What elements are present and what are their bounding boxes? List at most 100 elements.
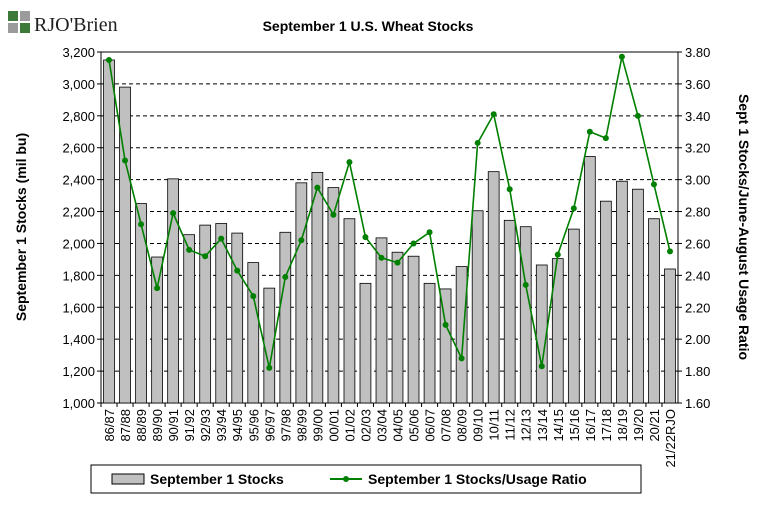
ratio-point (170, 210, 177, 217)
ratio-point (602, 135, 609, 142)
ratio-point (618, 53, 625, 60)
ratio-point (586, 128, 593, 135)
ratio-point (266, 364, 273, 371)
bar (295, 182, 308, 404)
logo-mark-square-2 (20, 11, 30, 21)
y-right-tick-label: 2.00 (685, 332, 710, 347)
x-tick-label: 03/04 (374, 409, 389, 442)
bar (407, 255, 420, 404)
ratio-point (362, 234, 369, 241)
x-tick-label: 21/22RJO (663, 409, 678, 468)
x-tick-label: 18/19 (615, 409, 630, 442)
x-tick-label: 07/08 (439, 409, 454, 442)
ratio-point (394, 259, 401, 266)
x-tick-label: 89/90 (150, 409, 165, 442)
y-right-tick-label: 2.40 (685, 268, 710, 283)
bar (327, 187, 340, 404)
logo-mark-square-4 (20, 23, 30, 33)
y-left-tick-label: 3,200 (62, 45, 95, 60)
logo-text: RJO'Brien (34, 14, 118, 36)
x-tick-label: 19/20 (631, 409, 646, 442)
bar (279, 231, 292, 404)
line-series (106, 53, 673, 371)
ratio-point (666, 248, 673, 255)
logo-mark-square-3 (8, 23, 18, 33)
brand-logo: RJO'Brien (8, 11, 118, 36)
x-tick-label: 05/06 (407, 409, 422, 442)
bar (391, 251, 404, 404)
y-right-tick-label: 1.80 (685, 364, 710, 379)
y-right-tick-label: 3.00 (685, 173, 710, 188)
legend-label-stocks: September 1 Stocks (150, 471, 284, 487)
ratio-point (298, 237, 305, 244)
y-right-tick-label: 3.80 (685, 45, 710, 60)
bar (135, 203, 147, 404)
bar (167, 178, 179, 404)
bar (535, 264, 548, 404)
ratio-point (330, 211, 337, 218)
bar (600, 200, 612, 404)
x-tick-label: 96/97 (262, 409, 277, 442)
legend-swatch-bar (111, 473, 145, 485)
bar (583, 156, 596, 404)
ratio-point (234, 267, 241, 274)
y-axis-left: 1,000 1,200 1,400 1,600 1,800 2,000 2,200 2,400… (62, 45, 101, 411)
ratio-point (346, 159, 353, 166)
ratio-point (314, 184, 321, 191)
x-tick-label: 90/91 (166, 409, 181, 442)
x-tick-label: 97/98 (278, 409, 293, 442)
ratio-point (570, 205, 577, 212)
legend: September 1 Stocks September 1 Stocks/Us… (90, 464, 642, 494)
x-tick-label: 09/10 (471, 409, 486, 442)
ratio-point (474, 139, 481, 146)
y-left-tick-label: 1,000 (62, 396, 95, 411)
y-left-tick-label: 1,800 (62, 268, 95, 283)
bar (103, 59, 115, 404)
x-tick-label: 92/93 (198, 409, 213, 442)
ratio-point (506, 186, 513, 193)
y-left-tick-label: 2,400 (62, 173, 95, 188)
bar (471, 210, 484, 404)
ratio-point (538, 363, 545, 370)
ratio-point (122, 157, 129, 164)
x-tick-label: 12/13 (519, 409, 534, 442)
x-tick-label: 95/96 (246, 409, 261, 442)
chart-title: September 1 U.S. Wheat Stocks (263, 18, 474, 34)
x-tick-label: 20/21 (647, 409, 662, 442)
y-left-tick-label: 2,800 (62, 109, 95, 124)
bar (247, 262, 260, 404)
bar (664, 268, 676, 404)
x-tick-label: 10/11 (487, 409, 502, 441)
ratio-point (106, 56, 113, 63)
bar (423, 282, 436, 404)
y-left-tick-label: 1,200 (62, 364, 95, 379)
x-tick-label: 08/09 (455, 409, 470, 442)
x-tick-label: 00/01 (326, 409, 341, 442)
y-right-tick-label: 2.80 (685, 205, 710, 220)
x-tick-label: 02/03 (358, 409, 373, 442)
y-right-tick-label: 3.60 (685, 77, 710, 92)
bar (199, 224, 212, 404)
logo-mark-square-1 (8, 11, 18, 21)
ratio-point (490, 111, 497, 118)
y-axis-right-title: Sept 1 Stocks/June-August Usage Ratio (736, 94, 752, 360)
y-left-tick-label: 1,400 (62, 332, 95, 347)
ratio-point (650, 181, 657, 188)
x-tick-label: 99/00 (310, 409, 325, 442)
ratio-point (522, 281, 529, 288)
ratio-point (410, 240, 417, 247)
bar (616, 180, 628, 404)
bar (215, 223, 228, 404)
x-tick-label: 94/95 (230, 409, 245, 442)
x-tick-label: 98/99 (294, 409, 309, 442)
bar (487, 171, 500, 404)
legend-swatch-marker (343, 476, 349, 482)
ratio-point (250, 293, 257, 300)
x-axis: 86/87 87/88 88/89 89/90 90/91 91/92 92/93 93/94… (100, 403, 678, 468)
bar (632, 188, 644, 404)
ratio-point (426, 229, 433, 236)
x-tick-label: 01/02 (342, 409, 357, 442)
bar-series (103, 59, 676, 404)
legend-box (90, 464, 642, 494)
x-tick-label: 15/16 (567, 409, 582, 442)
